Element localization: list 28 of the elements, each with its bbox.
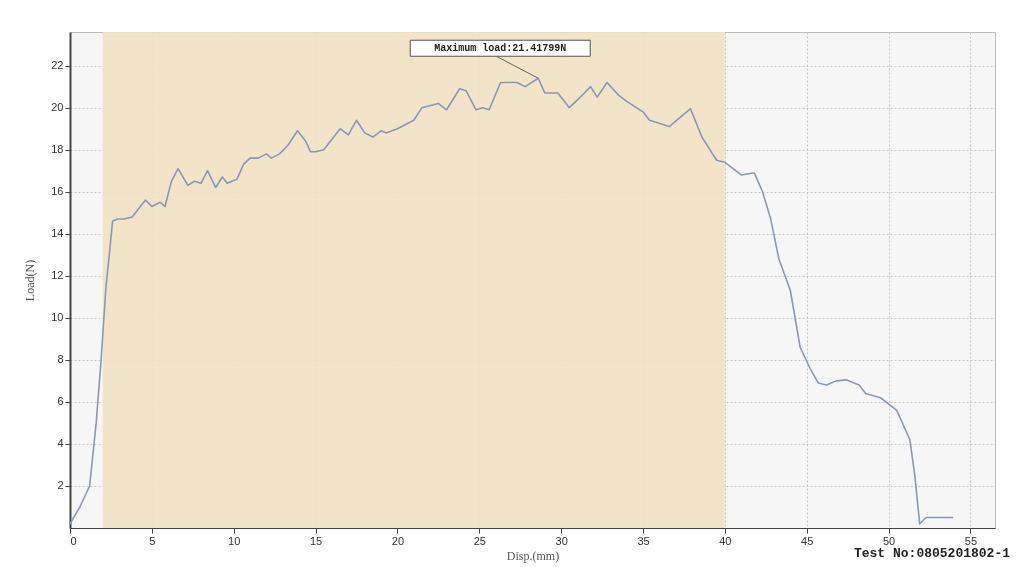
y-axis-title: Load(N) (23, 259, 38, 302)
y-tick-label: 10 (51, 311, 64, 324)
y-tick-label: 6 (57, 395, 64, 408)
x-tick-label: 25 (473, 534, 486, 547)
y-tick-label: 22 (51, 59, 64, 72)
x-axis-title: Disp.(mm) (506, 548, 560, 563)
y-tick-label: 14 (51, 227, 64, 240)
x-tick-label: 10 (228, 534, 241, 547)
y-tick-label: 2 (57, 479, 64, 492)
x-tick-label: 0 (70, 534, 77, 547)
x-tick-label: 30 (555, 534, 568, 547)
y-tick-label: 18 (51, 143, 64, 156)
y-tick-label: 12 (51, 269, 64, 282)
x-tick-label: 35 (637, 534, 650, 547)
annotation: Maximum load:21.41799N (434, 43, 567, 55)
y-tick-label: 4 (57, 437, 64, 450)
x-tick-label: 40 (719, 534, 732, 547)
x-tick-label: 45 (801, 534, 814, 547)
x-tick-label: 5 (149, 534, 156, 547)
line-series (69, 77, 954, 525)
x-tick-label: 15 (309, 534, 323, 547)
y-tick-label: 20 (51, 101, 64, 114)
x-tick-label: 20 (391, 534, 405, 547)
text: Test No:0805201802-1 (853, 546, 1011, 561)
y-tick-label: 16 (51, 185, 64, 198)
x-tick-label: 50 (882, 534, 896, 547)
y-tick-label: 8 (57, 353, 64, 366)
x-tick-label: 55 (964, 534, 978, 547)
